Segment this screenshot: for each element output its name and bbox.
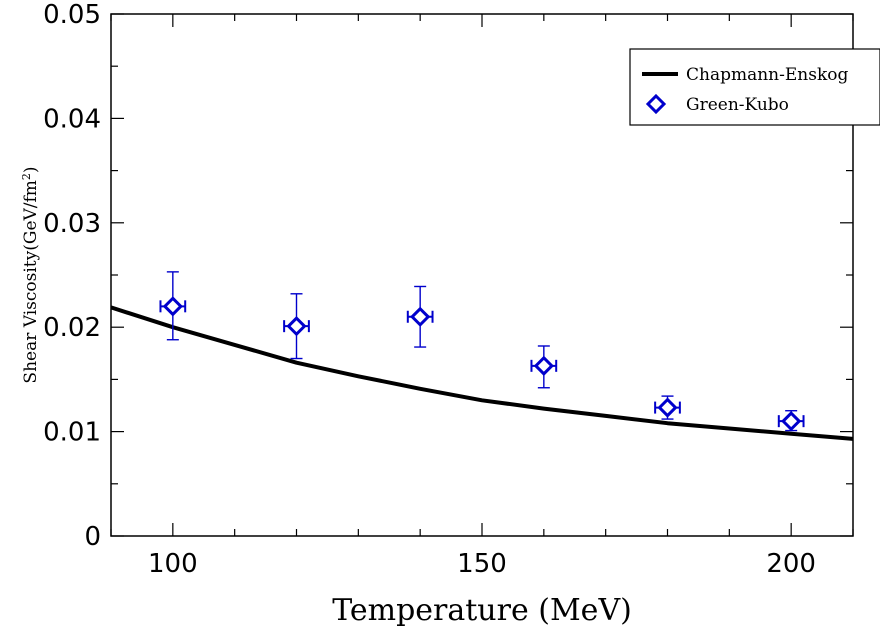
green-kubo-diamond-marker [781,411,802,432]
y-tick-label: 0.04 [43,104,101,134]
y-axis-title-suffix: ) [21,166,41,173]
y-axis-title-main: Shear Viscosity(GeV/fm [21,180,41,384]
chapmann-enskog-series [110,305,854,441]
x-axis-title: Temperature (MeV) [332,593,632,627]
legend-label-green-kubo: Green-Kubo [686,95,789,115]
chapmann-enskog-line [110,305,854,441]
legend: Chapmann-Enskog Green-Kubo [629,48,880,126]
green-kubo-series [159,271,805,432]
axis-tick-labels: 100 150 200 0 0.01 0.02 0.03 0.04 0.05 [43,0,816,579]
x-tick-label: 100 [148,549,198,579]
legend-box [629,48,880,126]
x-tick-label: 200 [766,549,816,579]
y-tick-label: 0.01 [43,418,101,448]
legend-label-chapmann-enskog: Chapmann-Enskog [686,65,848,85]
y-axis-title-superscript: 2 [20,173,33,180]
y-tick-label: 0 [84,522,101,552]
green-kubo-diamond-marker [533,355,554,376]
y-tick-label: 0.02 [43,313,101,343]
green-kubo-diamond-marker [657,397,678,418]
x-tick-label: 150 [457,549,507,579]
axis-ticks [110,13,854,537]
y-tick-label: 0.05 [43,0,101,30]
green-kubo-diamond-marker [286,316,307,337]
y-tick-label: 0.03 [43,209,101,239]
green-kubo-diamond-marker [410,306,431,327]
legend-diamond-swatch [645,93,667,115]
y-axis-title: Shear Viscosity(GeV/fm2) [20,166,42,383]
green-kubo-diamond-marker [162,296,183,317]
